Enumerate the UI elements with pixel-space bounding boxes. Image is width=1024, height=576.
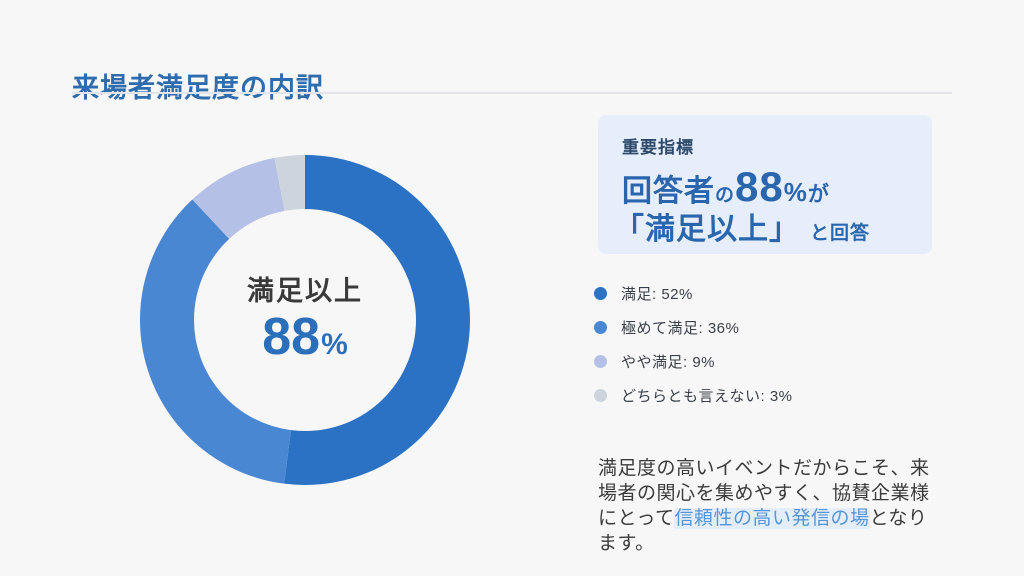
- key-metric-line1-number: 88: [735, 163, 784, 210]
- legend-dot-somewhat-satisfied: [594, 354, 607, 368]
- legend-dot-satisfied: [594, 286, 607, 300]
- key-metric-line1-no: の: [715, 185, 736, 206]
- key-metric-line1: 回答者 の 88 % が: [622, 166, 912, 210]
- donut-chart: 満足以上 88 %: [140, 155, 470, 485]
- legend-label-satisfied: 満足: 52%: [621, 285, 693, 303]
- body-paragraph: 満足度の高いイベントだからこそ、来場者の関心を集めやすく、協賛企業様にとって信頼…: [598, 456, 936, 556]
- legend-dot-neutral: [594, 388, 607, 402]
- key-metric-line1-respondents: 回答者: [622, 175, 715, 208]
- key-metric-line1-percent: %: [783, 177, 808, 207]
- body-paragraph-highlight: 信頼性の高い発信の場: [674, 508, 870, 529]
- legend-label-neutral: どちらとも言えない: 3%: [621, 387, 793, 405]
- legend-item-extremely-satisfied: 極めて満足: 36%: [594, 310, 934, 344]
- legend-dot-extremely-satisfied: [594, 320, 607, 334]
- legend-item-neutral: どちらとも言えない: 3%: [594, 378, 934, 412]
- key-metric-box: 重要指標 回答者 の 88 % が 「満足以上」 と回答: [598, 115, 932, 254]
- key-metric-kicker: 重要指標: [622, 138, 694, 157]
- title-divider: [72, 92, 952, 94]
- key-metric-line2: 「満足以上」 と回答: [614, 212, 912, 248]
- legend-label-somewhat-satisfied: やや満足: 9%: [621, 353, 716, 371]
- donut-segment-極めて満足: [140, 155, 470, 485]
- body-paragraph-before: 満足度の高いイベントだからこそ、来場者の関心を集めやすく、協賛企業様にとって: [598, 458, 930, 529]
- key-metric-line2-answer: と回答: [810, 223, 871, 244]
- key-metric-line2-quote: 「満足以上」: [614, 213, 800, 246]
- page-title: 来場者満足度の内訳: [72, 73, 324, 104]
- legend-item-satisfied: 満足: 52%: [594, 276, 934, 310]
- body-paragraph-after: となります。: [598, 508, 928, 554]
- chart-legend: 満足: 52% 極めて満足: 36% やや満足: 9% どちらとも言えない: 3…: [594, 276, 934, 412]
- legend-label-extremely-satisfied: 極めて満足: 36%: [621, 319, 740, 337]
- legend-item-somewhat-satisfied: やや満足: 9%: [594, 344, 934, 378]
- key-metric-line1-ga: が: [807, 183, 830, 206]
- donut-chart-svg: [140, 155, 470, 485]
- donut-segment-どちらとも言えない: [140, 155, 470, 485]
